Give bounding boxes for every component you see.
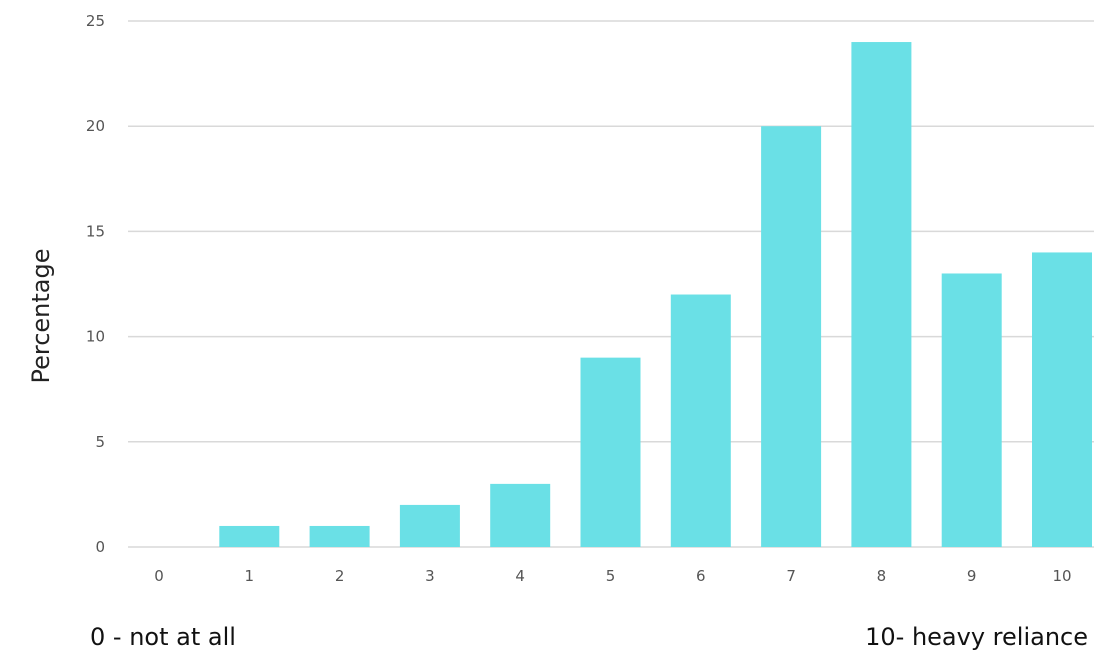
x-tick-label: 7 [786,567,796,585]
x-tick-label: 8 [877,567,887,585]
y-tick-label: 5 [95,433,105,451]
y-tick-label: 20 [86,117,105,135]
x-tick-label: 4 [515,567,525,585]
gridlines [128,20,1094,548]
bar-3 [399,504,460,547]
x-tick-label: 2 [335,567,345,585]
bar-8 [851,42,912,547]
y-axis-ticks: 0 5 10 15 20 25 [86,12,105,556]
y-tick-label: 0 [95,538,105,556]
x-tick-label: 10 [1052,567,1071,585]
x-tick-label: 5 [606,567,616,585]
bar-6 [670,294,731,547]
scale-low-label: 0 - not at all [90,623,236,651]
x-tick-label: 3 [425,567,435,585]
x-tick-label: 6 [696,567,706,585]
y-tick-label: 10 [86,328,105,346]
y-tick-label: 15 [86,222,105,240]
x-tick-label: 9 [967,567,977,585]
bars [219,42,1092,547]
bar-10 [1032,252,1092,547]
x-axis-ticks: 0 1 2 3 4 5 6 7 8 9 10 [154,567,1071,585]
x-tick-label: 0 [154,567,164,585]
y-tick-label: 25 [86,12,105,30]
scale-high-label: 10- heavy reliance [865,623,1088,651]
bar-1 [219,525,280,547]
bar-5 [580,357,641,547]
x-tick-label: 1 [245,567,255,585]
bar-9 [941,273,1002,547]
bar-2 [309,525,370,547]
bar-4 [490,483,551,547]
bar-7 [761,126,822,547]
y-axis-label: Percentage [27,248,55,383]
